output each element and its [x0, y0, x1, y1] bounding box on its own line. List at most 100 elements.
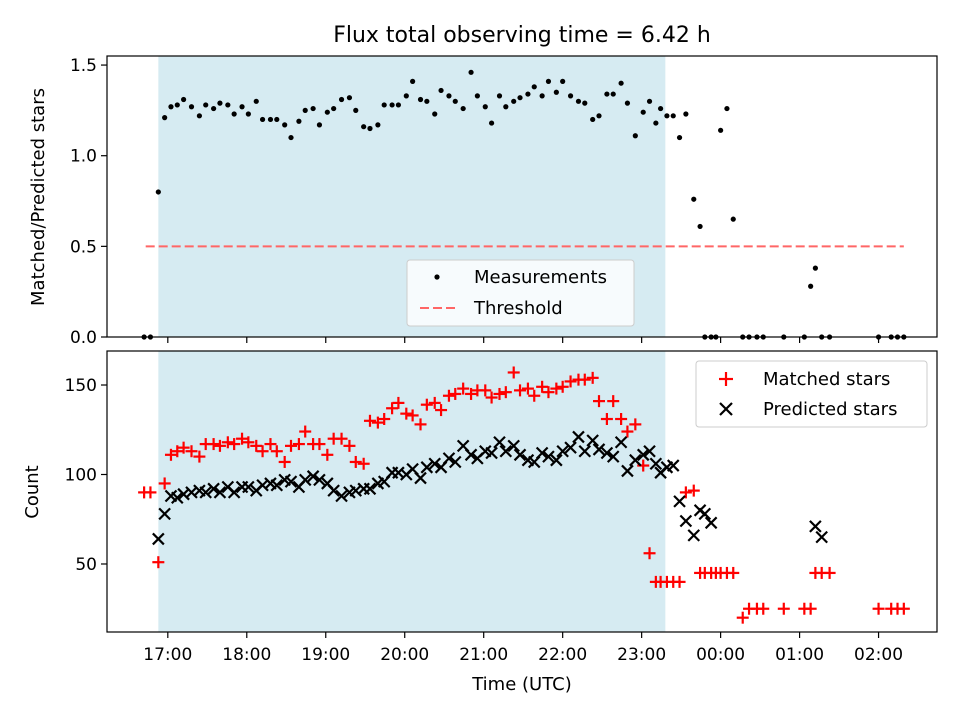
matched-star-point — [556, 380, 569, 393]
y-tick-label: 0.0 — [70, 328, 97, 348]
measurement-point — [274, 116, 280, 123]
matched-star-point — [392, 396, 405, 409]
predicted-star-point — [679, 514, 693, 528]
predicted-star-point — [414, 471, 427, 485]
matched-star-point — [465, 387, 478, 400]
predicted-star-point — [499, 444, 513, 458]
predicted-star-point — [442, 452, 456, 465]
y-tick-label: 1.5 — [70, 56, 97, 76]
matched-star-point — [449, 387, 462, 400]
measurement-point — [539, 93, 545, 99]
matched-star-point — [299, 425, 312, 438]
matched-star-point — [414, 418, 427, 431]
predicted-star-point — [600, 446, 614, 460]
matched-star-point — [285, 439, 298, 452]
measurement-point — [324, 109, 330, 115]
measurement-point — [302, 107, 308, 113]
matched-star-point — [521, 382, 534, 395]
predicted-star-point — [284, 475, 298, 488]
predicted-star-point — [448, 455, 462, 469]
matched-star-point — [479, 384, 492, 397]
predicted-star-point — [363, 482, 377, 496]
predicted-star-point — [507, 439, 520, 453]
matched-star-point — [144, 486, 157, 499]
matched-star-point — [550, 382, 563, 395]
top-legend-box — [406, 259, 635, 327]
matched-star-point — [428, 396, 441, 409]
matched-star-point — [621, 425, 634, 438]
bottom-y-axis-label: Count — [22, 465, 43, 518]
measurement-point — [812, 265, 818, 271]
measurement-point — [432, 111, 438, 117]
matched-star-point — [499, 386, 512, 399]
bottom-plot-frame — [106, 350, 938, 633]
measurement-point — [331, 105, 337, 112]
measurement-point — [664, 113, 670, 119]
matched-star-point — [600, 413, 613, 426]
matched-star-point — [207, 438, 220, 451]
matched-star-point — [578, 373, 591, 386]
matched-star-point — [823, 566, 836, 579]
matched-star-point — [357, 457, 370, 470]
predicted-star-point — [649, 457, 663, 471]
predicted-star-point — [636, 448, 650, 462]
measurement-point — [624, 100, 631, 106]
matched-star-point — [592, 395, 605, 408]
matched-star-point — [406, 409, 419, 422]
measurement-point — [353, 107, 359, 113]
matched-star-point — [185, 445, 198, 458]
matched-star-point — [177, 441, 190, 454]
predicted-star-point — [704, 516, 718, 530]
matched-star-point — [507, 366, 520, 379]
measurement-point — [730, 216, 736, 222]
matched-star-point — [897, 602, 910, 615]
predicted-star-point — [815, 530, 828, 544]
top-plot-frame — [106, 55, 938, 338]
top-legend: Measurements Threshold — [406, 259, 635, 327]
measurement-point — [468, 69, 474, 75]
measurement-point — [438, 87, 444, 94]
predicted-star-point — [643, 444, 656, 458]
x-tick-label: 01:00 — [775, 645, 824, 665]
predicted-star-point — [673, 495, 686, 508]
x-tick-label: 19:00 — [301, 645, 350, 665]
chart-title: Flux total observing time = 6.42 h — [333, 23, 711, 48]
matched-star-point — [164, 448, 177, 461]
measurement-point — [517, 95, 523, 101]
measurement-point — [646, 98, 653, 104]
measurement-point — [691, 196, 697, 202]
predicted-star-point — [698, 507, 712, 521]
measurement-point — [482, 104, 488, 110]
measurement-point — [474, 93, 480, 99]
matched-star-point — [679, 486, 692, 499]
matched-star-point — [727, 566, 740, 579]
matched-star-point — [736, 611, 749, 624]
predicted-star-point — [298, 473, 312, 487]
measurement-point — [697, 223, 703, 230]
matched-star-point — [687, 484, 700, 497]
x-tick-label: 18:00 — [222, 645, 271, 665]
predicted-star-point — [313, 473, 326, 487]
matched-star-point — [804, 602, 817, 615]
matched-star-point — [221, 436, 234, 449]
matched-star-point — [757, 602, 770, 615]
measurement-point — [162, 115, 168, 121]
predicted-star-point — [666, 459, 680, 472]
measurement-point — [632, 133, 638, 139]
matched-star-point — [343, 439, 356, 452]
measurement-point — [188, 104, 195, 110]
x-tick-label: 17:00 — [143, 645, 192, 665]
matched-star-point — [400, 407, 413, 420]
measurement-point — [452, 98, 458, 104]
y-tick-label: 0.5 — [70, 237, 97, 257]
top-y-ticks: 0.0 0.5 1.0 1.5 — [70, 56, 107, 348]
matched-star-point — [363, 414, 376, 427]
legend-measurements-marker — [434, 274, 440, 280]
predicted-star-point — [809, 520, 822, 533]
measurement-point — [217, 100, 223, 106]
matched-star-point — [586, 371, 599, 384]
top-y-axis-label: Matched/Predicted stars — [28, 88, 49, 306]
predicted-star-point — [578, 444, 592, 458]
measurement-point — [683, 111, 689, 117]
measurement-point — [653, 120, 659, 126]
